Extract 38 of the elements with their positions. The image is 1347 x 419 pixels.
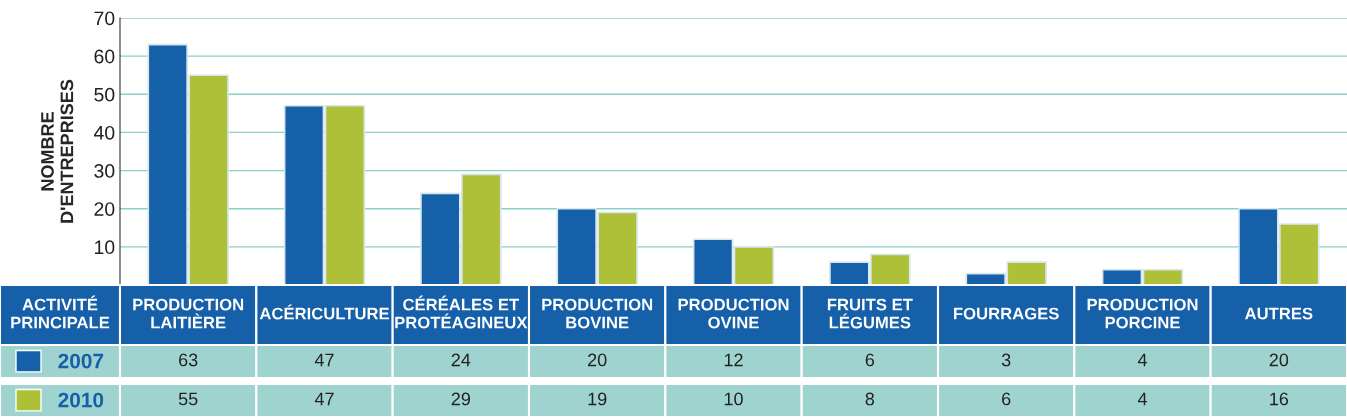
x-tick-label: PRODUCTION LAITIÈRE: [133, 298, 244, 329]
legend-label: 2007: [58, 353, 104, 369]
y-tick-label: 30: [94, 164, 115, 178]
data-label: 12: [724, 353, 743, 367]
data-label: 29: [451, 392, 471, 406]
x-tick-label: PRODUCTION OVINE: [678, 298, 789, 329]
y-tick-label: 50: [94, 87, 115, 102]
y-tick-label: 40: [93, 125, 115, 140]
x-tick-label: CÉRÉALES ET PROTÉAGINEUX: [395, 295, 528, 329]
data-label: 16: [1270, 392, 1289, 406]
y-tick-label: 10: [95, 240, 115, 255]
data-label: 20: [1269, 353, 1289, 367]
x-axis-title: ACTIVITÉ PRINCIPALE: [11, 295, 110, 329]
data-label: 47: [314, 392, 334, 406]
y-tick-label: 70: [94, 11, 115, 26]
data-label: 24: [451, 353, 471, 367]
data-label: 6: [1002, 392, 1011, 406]
x-tick-label: FRUITS ET LÉGUMES: [827, 298, 913, 329]
legend-label: 2010: [58, 392, 104, 408]
data-label: 8: [865, 392, 875, 406]
x-tick-label: PRODUCTION PORCINE: [1087, 298, 1198, 329]
x-tick-label: PRODUCTION BOVINE: [542, 298, 653, 329]
y-axis-title: NOMBRE D'ENTREPRISES: [41, 79, 74, 223]
data-label: 6: [865, 353, 875, 367]
data-label: 4: [1137, 353, 1147, 367]
data-label: 4: [1137, 392, 1147, 406]
data-label: 20: [588, 353, 607, 367]
x-tick-label: FOURRAGES: [954, 307, 1059, 320]
data-label: 19: [588, 392, 607, 406]
data-label: 10: [724, 392, 743, 406]
data-label: 3: [1001, 353, 1011, 367]
y-tick-label: 60: [94, 49, 115, 64]
x-tick-label: AUTRES: [1244, 307, 1313, 320]
y-tick-label: 20: [94, 202, 115, 216]
x-tick-label: ACÉRICULTURE: [259, 304, 389, 320]
data-label: 55: [178, 392, 198, 406]
data-label: 63: [179, 353, 198, 367]
data-label: 47: [314, 353, 334, 367]
